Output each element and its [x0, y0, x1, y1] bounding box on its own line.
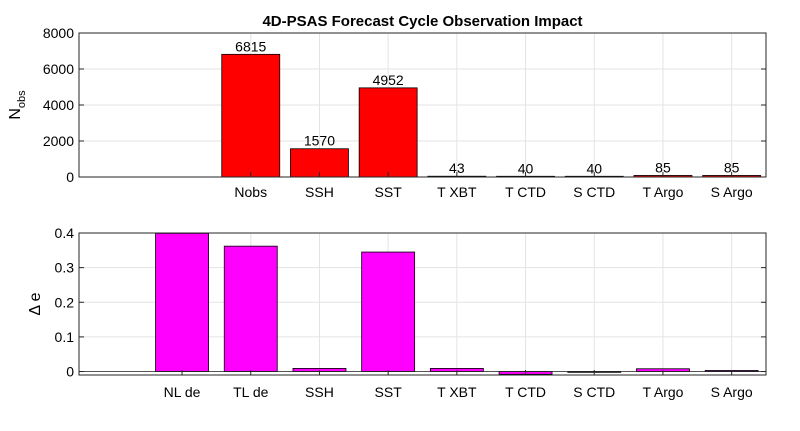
bar-nobs — [221, 53, 281, 178]
data-label: 40 — [518, 160, 534, 176]
x-tick-label: S CTD — [573, 184, 615, 200]
x-tick-label: SSH — [305, 384, 334, 400]
x-tick-label: T Argo — [642, 184, 683, 200]
y-tick-label: 0.1 — [55, 329, 75, 345]
x-tick-label: Nobs — [234, 184, 267, 200]
x-tick-label: T Argo — [642, 384, 683, 400]
data-label: 6815 — [235, 38, 266, 54]
y-tick-label: 8000 — [43, 25, 74, 41]
x-tick-label: NL de — [164, 384, 201, 400]
y-tick-label: 2000 — [43, 133, 74, 149]
data-label: 1570 — [304, 133, 335, 149]
data-label: 40 — [586, 160, 602, 176]
bottom-chart-panel: 0 0.1 0.2 0.3 0.4 NL de TL de SSH SST T XBT T CTD S… — [27, 225, 767, 400]
x-tick-label: T XBT — [437, 184, 477, 200]
bar-tl-de — [223, 245, 278, 372]
x-tick-label: S Argo — [711, 184, 753, 200]
y-tick-label: 0.2 — [55, 294, 75, 310]
y-tick-label: 0.3 — [55, 260, 75, 276]
x-tick-label: TL de — [233, 384, 268, 400]
chart-title: 4D-PSAS Forecast Cycle Observation Impac… — [262, 13, 582, 30]
y-axis-label: Nobs — [7, 90, 28, 120]
data-label: 85 — [724, 159, 740, 175]
y-axis-label-main: N — [7, 108, 24, 120]
y-tick-label: 0.4 — [55, 225, 75, 241]
x-tick-label: T CTD — [505, 384, 546, 400]
bar-sst — [358, 87, 418, 178]
y-tick-label: 4000 — [43, 97, 74, 113]
y-axis-label-subscript: obs — [16, 90, 28, 108]
y-axis-label: Δ e — [27, 292, 44, 315]
top-chart-panel: 6815 1570 4952 43 40 40 85 85 0 2000 4000 6000 8000 N… — [7, 13, 767, 200]
x-tick-label: S CTD — [573, 384, 615, 400]
x-tick-label: T CTD — [505, 184, 546, 200]
x-tick-label: SST — [375, 184, 403, 200]
axes-frame — [78, 232, 767, 376]
data-label: 85 — [655, 159, 671, 175]
y-tick-label: 0 — [66, 169, 74, 185]
x-tick-label: SST — [375, 384, 403, 400]
y-axis-label-main: Δ e — [27, 292, 44, 315]
data-label: 4952 — [373, 72, 404, 88]
y-tick-label: 6000 — [43, 61, 74, 77]
x-tick-label: SSH — [305, 184, 334, 200]
y-tick-label: 0 — [66, 364, 74, 380]
x-tick-label: S Argo — [711, 384, 753, 400]
bar-sst — [361, 251, 416, 372]
x-tick-label: T XBT — [437, 384, 477, 400]
data-label: 43 — [449, 160, 465, 176]
bar-nl-de — [155, 232, 209, 372]
